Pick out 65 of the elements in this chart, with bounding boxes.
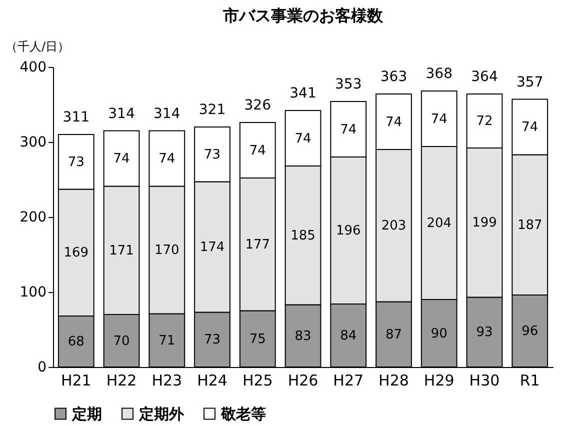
x-tick-label: H27 — [333, 372, 364, 390]
total-label: 341 — [290, 86, 316, 102]
total-label: 314 — [108, 106, 135, 122]
x-tick-label: H28 — [378, 372, 409, 390]
x-tick-label: H30 — [469, 372, 500, 390]
x-tick-label: H22 — [106, 372, 137, 390]
x-tick-label: H24 — [197, 372, 228, 390]
chart-title: 市バス事業のお客様数 — [222, 6, 384, 25]
data-label: 199 — [472, 216, 497, 231]
total-label: 363 — [380, 69, 408, 85]
data-label: 177 — [245, 237, 270, 252]
y-tick-label: 100 — [20, 284, 46, 300]
data-label: 74 — [522, 120, 538, 135]
x-tick-label: H23 — [152, 372, 182, 390]
total-label: 368 — [426, 66, 452, 82]
y-axis-title: （千人/日） — [6, 40, 70, 54]
total-label: 357 — [516, 74, 544, 90]
data-label: 203 — [381, 218, 406, 234]
total-label: 321 — [198, 102, 226, 118]
y-tick-label: 300 — [20, 134, 46, 150]
legend-label: 敬老等 — [220, 404, 266, 423]
x-tick-label: H29 — [424, 372, 454, 390]
x-tick-label: H26 — [288, 372, 318, 390]
data-label: 96 — [522, 324, 538, 339]
legend-label: 定期 — [71, 404, 102, 423]
data-label: 71 — [158, 333, 176, 348]
data-label: 170 — [154, 243, 180, 258]
data-label: 187 — [517, 218, 542, 233]
data-label: 74 — [294, 131, 312, 146]
x-tick-label: H25 — [242, 372, 273, 390]
data-label: 87 — [385, 327, 402, 342]
data-label: 84 — [340, 328, 357, 344]
data-label: 171 — [109, 243, 134, 258]
data-label: 93 — [476, 325, 493, 340]
total-label: 364 — [471, 69, 498, 85]
data-label: 70 — [113, 334, 130, 349]
data-label: 83 — [294, 328, 312, 344]
data-label: 74 — [430, 112, 448, 127]
data-label: 169 — [64, 246, 89, 261]
legend-label: 定期外 — [138, 404, 185, 423]
data-label: 74 — [113, 152, 130, 166]
data-label: 90 — [430, 326, 448, 342]
data-label: 73 — [204, 332, 221, 348]
data-label: 73 — [204, 147, 221, 162]
data-label: 68 — [68, 334, 84, 350]
data-label: 74 — [385, 114, 402, 130]
y-tick-label: 400 — [20, 60, 46, 76]
data-label: 73 — [68, 154, 84, 170]
data-label: 72 — [476, 114, 493, 129]
data-label: 174 — [200, 240, 225, 255]
x-tick-label: H21 — [60, 372, 92, 390]
data-label: 74 — [249, 143, 266, 158]
data-label: 75 — [249, 332, 266, 347]
total-label: 314 — [154, 106, 180, 122]
data-label: 185 — [290, 228, 316, 244]
total-label: 353 — [335, 76, 362, 92]
x-tick-label: R1 — [520, 372, 540, 390]
data-label: 74 — [158, 152, 176, 166]
data-label: 74 — [340, 122, 357, 138]
total-label: 311 — [62, 110, 90, 126]
y-tick-label: 200 — [20, 210, 46, 226]
data-label: 196 — [336, 224, 361, 238]
total-label: 326 — [244, 98, 272, 114]
y-tick-label: 0 — [38, 360, 46, 376]
data-label: 204 — [426, 216, 452, 231]
